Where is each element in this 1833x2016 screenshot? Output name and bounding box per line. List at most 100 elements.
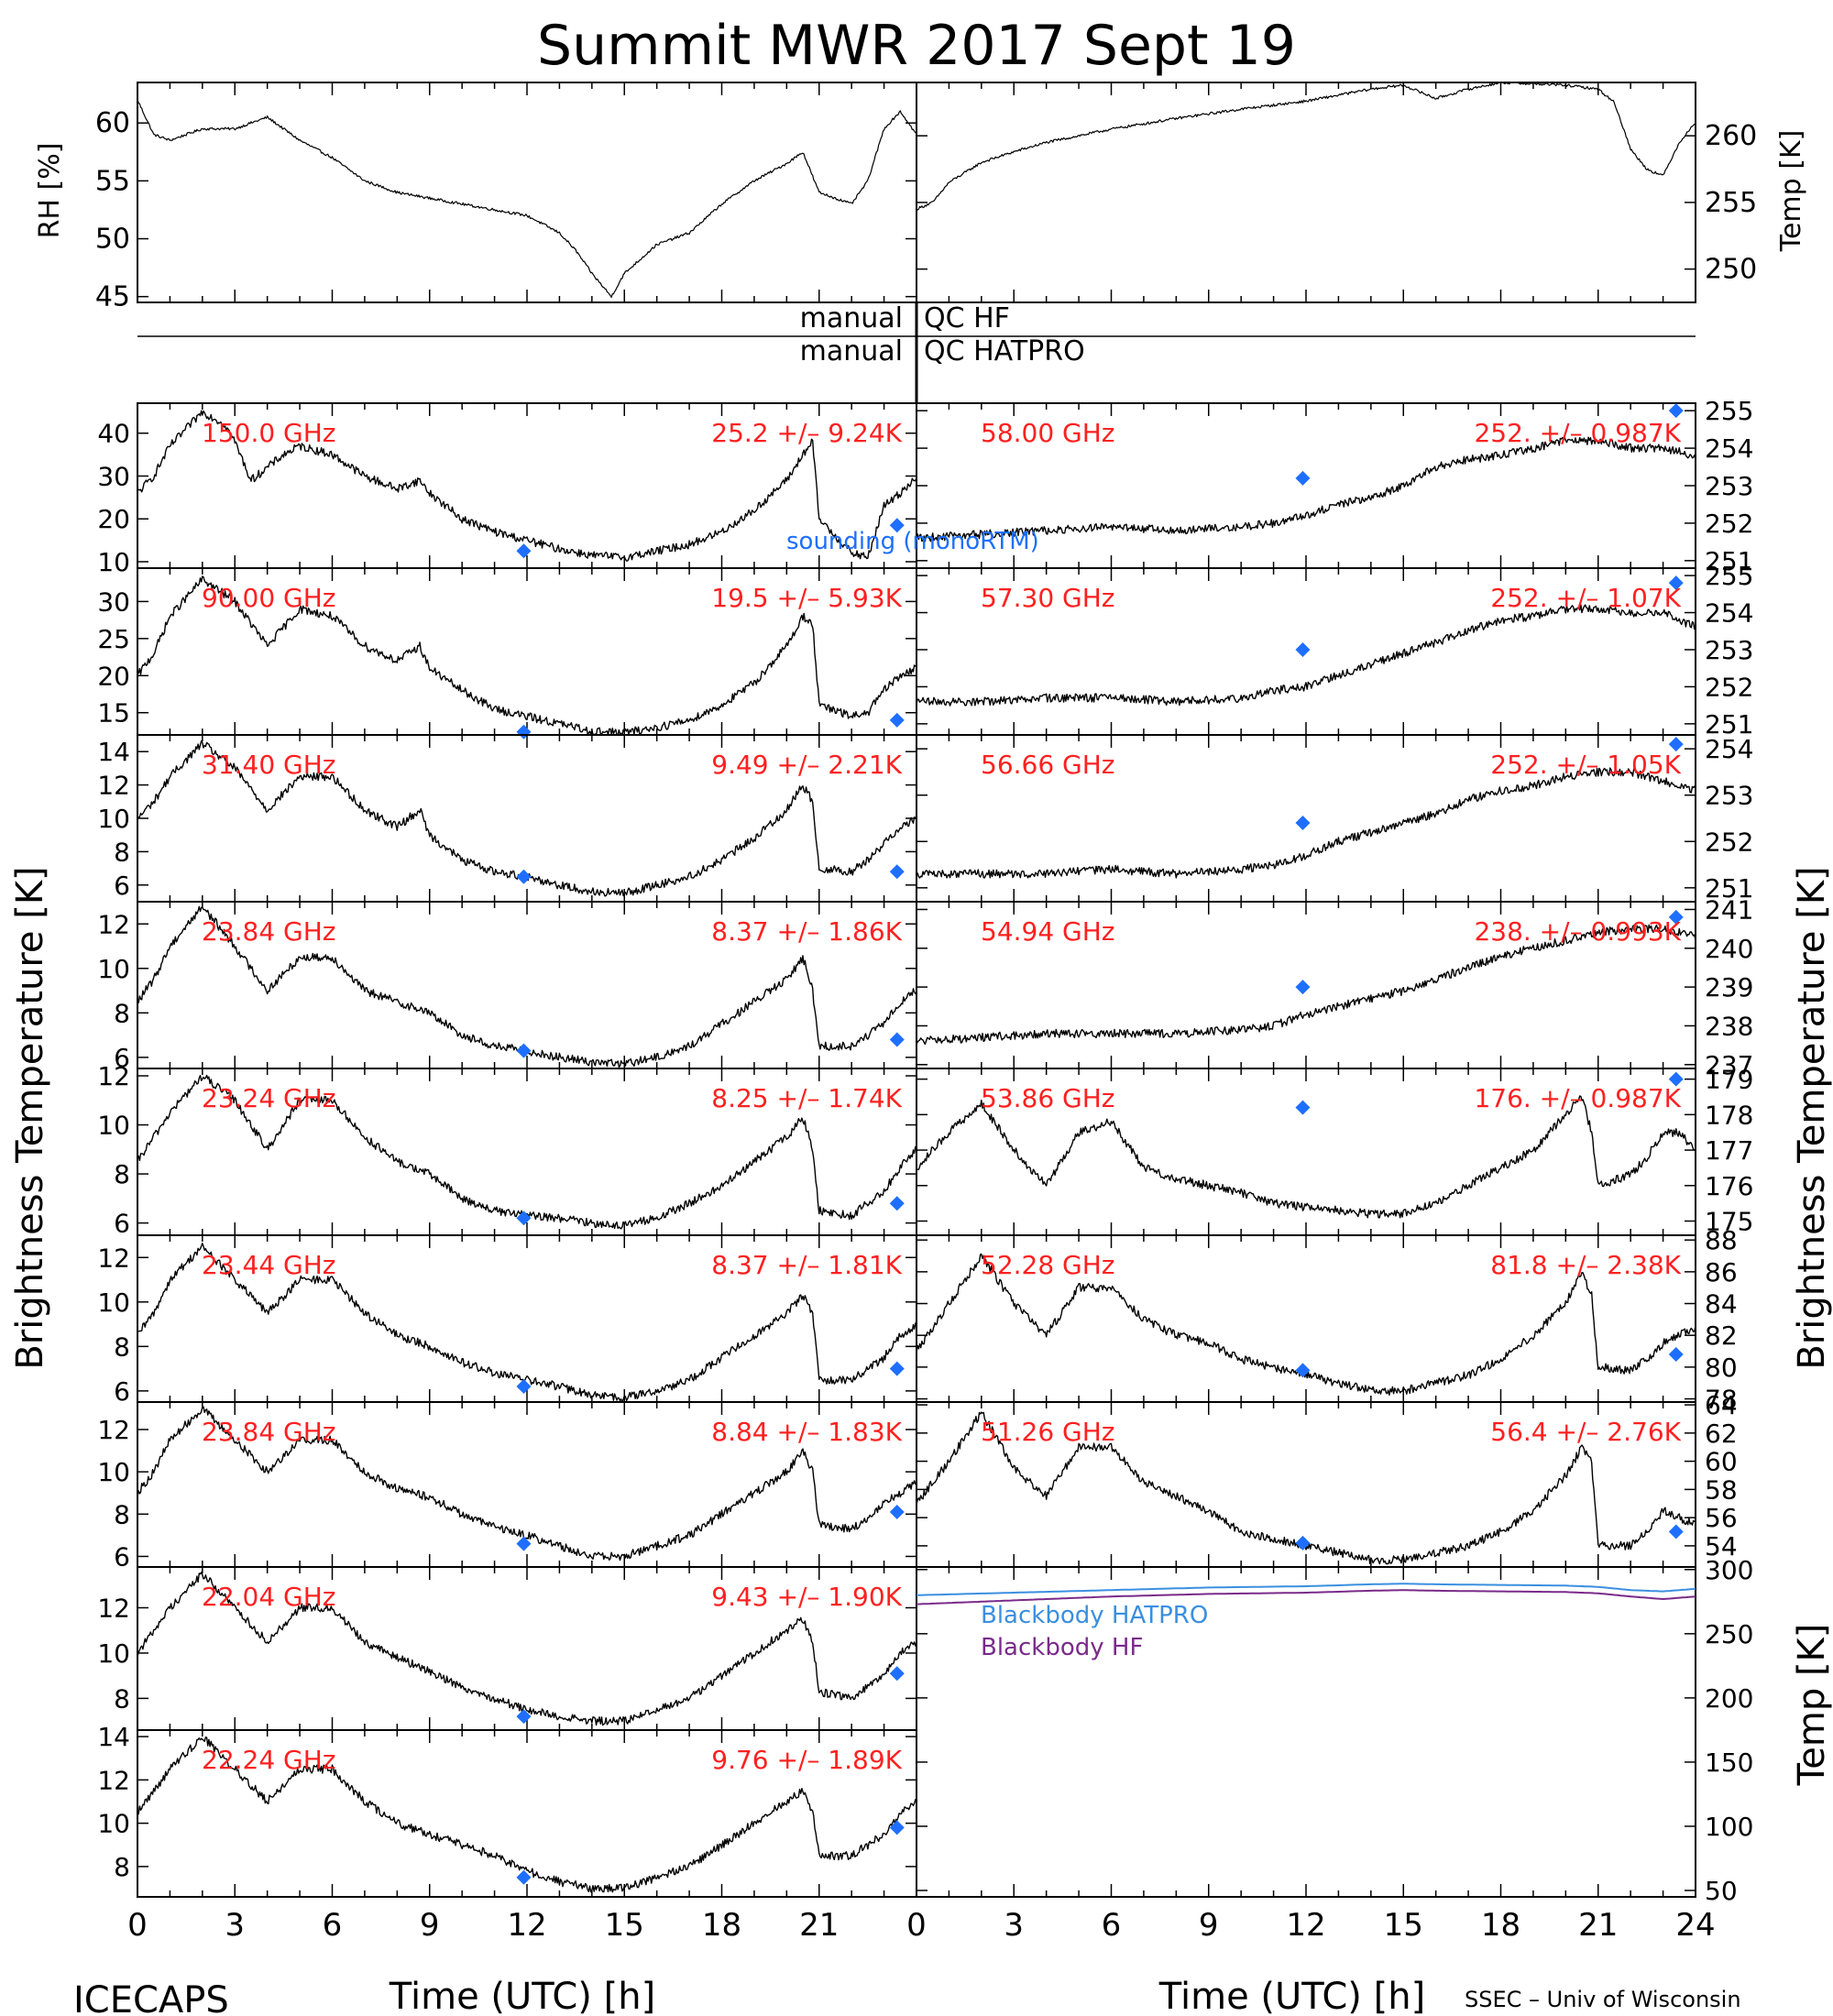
sounding-point	[889, 1196, 905, 1211]
sounding-point	[516, 869, 532, 884]
panel-surface-rh: 45 50 55 60	[95, 82, 917, 313]
figure-title: Summit MWR 2017 Sept 19	[537, 14, 1296, 78]
panel-blackbody: 50 100 150 200 250 300 0 3 6 9 12 15 18 21 24	[906, 1555, 1753, 1944]
channel-label: 22.04 GHz	[202, 1582, 336, 1612]
sounding-point	[516, 1709, 532, 1725]
x-tick-label: 12	[1286, 1907, 1325, 1944]
x-tick-label: 15	[1384, 1907, 1423, 1944]
channel-label: 23.84 GHz	[202, 1417, 336, 1447]
y-tick-label: 86	[1705, 1257, 1738, 1287]
y-tick-label: 30	[97, 461, 130, 491]
y-tick-label: 8	[114, 998, 130, 1028]
y-tick-label: 78	[1705, 1385, 1738, 1415]
data-trace	[916, 1411, 1696, 1565]
y-tick-label: 10	[97, 954, 130, 984]
y-tick-label: 200	[1705, 1683, 1753, 1714]
sounding-point	[1668, 403, 1684, 419]
data-trace	[137, 1242, 917, 1403]
channel-label: 54.94 GHz	[981, 916, 1115, 947]
channel-label: 57.30 GHz	[981, 583, 1115, 613]
y-tick-label: 6	[114, 1043, 130, 1073]
legend-sounding: sounding (monoRTM)	[786, 528, 1039, 555]
y-tick-label: 10	[97, 804, 130, 834]
y-tick-label: 15	[97, 698, 130, 729]
panel-hatpro-54-94: 237 238 239 240 241 54.94 GHz 238. +/– 0.993K	[916, 894, 1753, 1080]
channel-label: 52.28 GHz	[981, 1250, 1115, 1280]
x-tick-label: 9	[1199, 1907, 1219, 1944]
legend-blackbody-hf: Blackbody HF	[981, 1634, 1143, 1661]
y-tick-label: 10	[97, 1287, 130, 1318]
data-trace	[137, 99, 917, 299]
y-tick-label: 20	[97, 661, 130, 691]
y-tick-label: 58	[1705, 1474, 1738, 1505]
y-tick-label: 55	[95, 165, 130, 197]
data-trace	[137, 1736, 917, 1893]
temp-axis-title: Temp [K]	[1775, 130, 1807, 253]
y-axis-title-right: Brightness Temperature [K]	[1791, 866, 1833, 1369]
sounding-point	[1668, 1347, 1684, 1362]
y-tick-label: 237	[1705, 1050, 1753, 1080]
y-tick-label: 252	[1705, 827, 1753, 857]
y-tick-label: 176	[1705, 1171, 1753, 1201]
y-tick-label: 40	[97, 419, 130, 449]
channel-label: 31.40 GHz	[202, 750, 336, 780]
legend-blackbody-hatpro: Blackbody HATPRO	[981, 1602, 1208, 1629]
channel-stats: 19.5 +/– 5.93K	[711, 583, 902, 613]
y-tick-label: 50	[95, 224, 130, 256]
channel-stats: 8.84 +/– 1.83K	[711, 1417, 902, 1447]
panel-hatpro-53-86: 175 176 177 178 179 53.86 GHz 176. +/– 0.987K	[916, 1065, 1753, 1237]
bb-temp-axis-title: Temp [K]	[1791, 1624, 1833, 1787]
channel-stats: 252. +/– 1.07K	[1490, 583, 1681, 613]
sounding-point	[1295, 641, 1311, 657]
y-tick-label: 12	[97, 909, 130, 939]
sounding-point	[1295, 470, 1311, 486]
sounding-point	[1668, 1524, 1684, 1539]
y-tick-label: 100	[1705, 1812, 1753, 1842]
sounding-point	[1668, 909, 1684, 925]
channel-stats: 252. +/– 0.987K	[1474, 418, 1681, 448]
x-tick-label: 18	[1481, 1907, 1520, 1944]
y-tick-label: 12	[97, 1594, 130, 1624]
y-tick-label: 12	[97, 1415, 130, 1445]
sounding-point	[889, 864, 905, 880]
panel-surface-temp: 250 255 260	[916, 82, 1757, 303]
y-tick-label: 260	[1705, 120, 1757, 152]
sounding-point	[1295, 980, 1311, 995]
sounding-point	[1295, 1100, 1311, 1115]
channel-label: 23.84 GHz	[202, 916, 336, 947]
sounding-point	[889, 518, 905, 533]
x-tick-label: 3	[225, 1907, 245, 1944]
x-axis-title-left: Time (UTC) [h]	[389, 1976, 655, 2016]
x-tick-label: 0	[127, 1907, 148, 1944]
series-line-hf	[916, 1589, 1696, 1605]
sounding-point	[1668, 737, 1684, 752]
panel-hf-22-24: 8 10 12 14 0 3 6 9 12 15 18 21 22.24 GHz 9.76 +/– 1.8…	[97, 1722, 917, 1944]
x-tick-label: 21	[1578, 1907, 1618, 1944]
y-tick-label: 6	[114, 1376, 130, 1407]
data-trace	[916, 767, 1696, 879]
y-tick-label: 25	[97, 624, 130, 654]
footer-icecaps: ICECAPS	[73, 1979, 229, 2016]
y-tick-label: 8	[114, 1499, 130, 1529]
y-tick-label: 239	[1705, 972, 1753, 1003]
x-tick-label: 9	[420, 1907, 440, 1944]
sounding-point	[516, 1869, 532, 1885]
panel-hatpro-57-30: 251 252 253 254 255 57.30 GHz 252. +/– 1.07K	[916, 561, 1753, 740]
y-tick-label: 12	[97, 1765, 130, 1795]
panel-hf-23-24: 6 8 10 12 23.24 GHz 8.25 +/– 1.74K	[97, 1061, 917, 1239]
sounding-point	[516, 543, 532, 559]
data-trace	[916, 436, 1696, 542]
channel-stats: 9.76 +/– 1.89K	[711, 1745, 902, 1775]
y-tick-label: 80	[1705, 1353, 1738, 1383]
y-tick-label: 255	[1705, 396, 1753, 426]
sounding-point	[516, 1211, 532, 1226]
sounding-point	[516, 1379, 532, 1395]
data-trace	[137, 575, 917, 736]
rh-axis-title: RH [%]	[34, 143, 66, 239]
y-tick-label: 14	[97, 737, 130, 767]
data-trace	[916, 604, 1696, 707]
panel-hatpro-56-66: 251 252 253 254 56.66 GHz 252. +/– 1.05K	[916, 734, 1753, 904]
